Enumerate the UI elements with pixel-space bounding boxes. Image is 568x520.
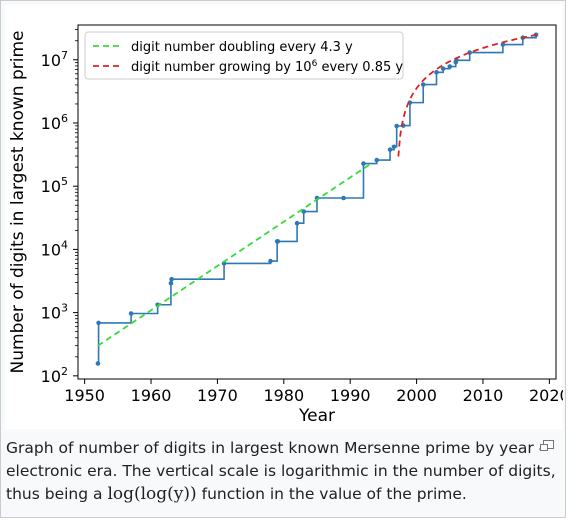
x-tick-label: 1970 — [197, 386, 238, 405]
legend-label: digit number growing by 106 every 0.85 y — [131, 59, 403, 75]
legend-label: digit number doubling every 4.3 y — [131, 40, 353, 55]
record-point — [387, 147, 393, 152]
record-point — [447, 64, 453, 69]
axes: 1950 1960 1970 1980 1990 2000 2010 2020 102 103 10… — [8, 24, 563, 426]
record-point — [361, 161, 366, 166]
record-point — [168, 280, 174, 286]
x-tick-label: 2000 — [396, 386, 437, 405]
caption-text-after: function in the value of the prime. — [196, 485, 467, 503]
record-point — [394, 123, 399, 129]
y-tick-label: 103 — [41, 302, 68, 323]
record-point — [341, 195, 346, 201]
record-point — [434, 70, 439, 75]
x-tick-label: 1980 — [263, 386, 304, 405]
record-point — [391, 144, 397, 150]
enlarge-icon[interactable] — [539, 439, 555, 453]
y-tick-label: 107 — [41, 49, 68, 70]
linear-trend-line — [397, 33, 540, 157]
legend-box — [84, 31, 404, 80]
x-tick-label: 2010 — [463, 386, 504, 405]
legend: digit number doubling every 4.3 y digit n… — [84, 31, 404, 80]
record-point — [268, 258, 273, 264]
x-tick-label: 1990 — [330, 386, 371, 405]
y-tick-label: 102 — [41, 365, 68, 386]
plot-area — [95, 32, 540, 366]
record-point — [169, 276, 174, 282]
y-tick-label: 104 — [41, 238, 68, 259]
chart: 1950 1960 1970 1980 1990 2000 2010 2020 102 103 10… — [8, 24, 563, 426]
x-tick-label: 2020 — [529, 386, 563, 405]
record-point — [440, 66, 446, 71]
chart-image[interactable]: 1950 1960 1970 1980 1990 2000 2010 2020 102 103 10… — [5, 5, 563, 429]
record-point — [301, 209, 307, 214]
record-point — [374, 157, 380, 163]
doubling-trend-line — [97, 163, 371, 347]
axes-frame — [77, 24, 557, 380]
record-point — [500, 42, 506, 47]
record-point — [96, 320, 101, 326]
y-axis-label: Number of digits in largest known prime — [8, 31, 28, 374]
record-point — [294, 220, 300, 226]
figure-caption: Graph of number of digits in largest kno… — [6, 437, 558, 506]
record-point — [128, 311, 134, 316]
x-tick-label: 1950 — [64, 386, 105, 405]
y-tick-label: 105 — [41, 175, 68, 196]
record-point — [420, 82, 426, 87]
y-tick-label: 106 — [41, 112, 68, 133]
caption-math: log(log(y)) — [107, 484, 197, 504]
caption-text-before: Graph of number of digits in largest kno… — [6, 439, 556, 503]
record-point — [275, 239, 281, 244]
x-tick-label: 1960 — [131, 386, 172, 405]
record-point — [95, 361, 101, 366]
x-axis-label: Year — [298, 406, 335, 426]
